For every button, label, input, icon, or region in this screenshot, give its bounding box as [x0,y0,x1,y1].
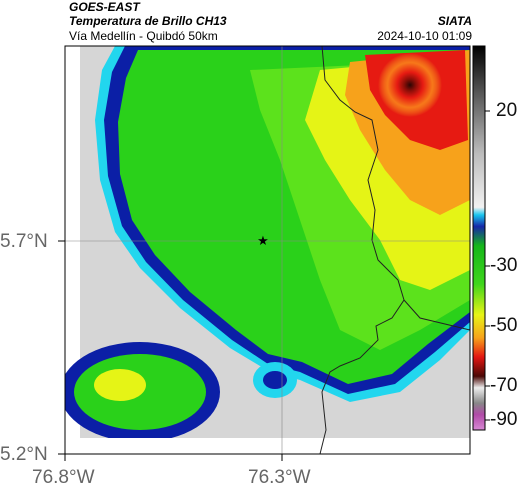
lon-tick-label: 76.3°W [248,467,311,488]
colorbar-tick-label: -70 [490,375,518,396]
colorbar-tick-label: -50 [490,315,518,336]
satellite-name: GOES-EAST [69,0,140,14]
colorbar-tick-label: 20 [496,100,518,121]
brightness-temperature-field: ★ [65,46,470,454]
datetime-label: 2024-10-10 01:09 [377,29,472,43]
region-subtitle: Vía Medellín - Quibdó 50km [69,29,218,43]
map-frame [64,45,471,455]
colorbar [472,45,486,431]
star-marker-icon: ★ [257,234,269,249]
org-label: SIATA [437,14,472,28]
lat-tick-label: 5.2°N [0,444,48,465]
lat-tick-label: 5.7°N [0,231,48,252]
colorbar-tick-label: -30 [490,255,518,276]
lon-tick-label: 76.8°W [32,467,95,488]
product-title: Temperatura de Brillo CH13 [69,14,227,28]
colorbar-tick-label: -90 [490,409,518,430]
department-border [319,46,405,454]
